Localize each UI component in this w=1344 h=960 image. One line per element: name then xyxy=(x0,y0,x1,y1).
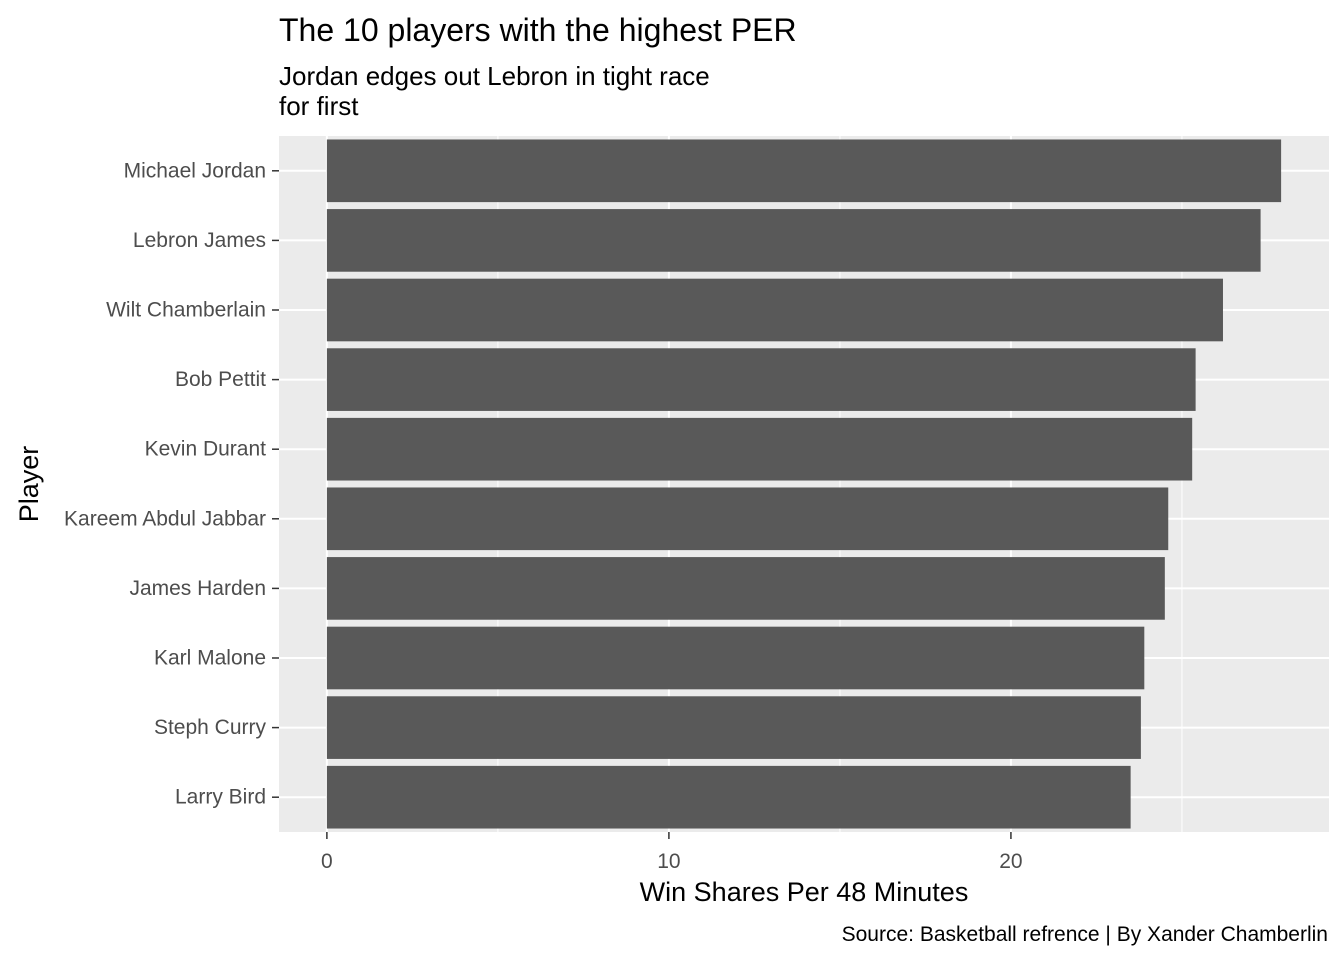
bar-kevin-durant xyxy=(326,417,1193,481)
chart-title: The 10 players with the highest PER xyxy=(279,12,797,48)
bars xyxy=(326,139,1282,829)
bar-karl-malone xyxy=(326,626,1145,690)
y-axis-title: Player xyxy=(14,446,44,523)
y-axis: Michael Jordan Lebron James Wilt Chamberla… xyxy=(64,159,279,809)
y-tick-label: Michael Jordan xyxy=(124,159,266,182)
chart-subtitle-line-2: for first xyxy=(279,91,359,121)
x-tick-label: 10 xyxy=(657,850,680,873)
y-tick-label: Wilt Chamberlain xyxy=(106,299,266,322)
bar-michael-jordan xyxy=(326,139,1282,203)
y-tick-label: Larry Bird xyxy=(175,786,266,809)
chart-caption: Source: Basketball refrence | By Xander … xyxy=(842,923,1328,946)
chart-subtitle-line-1: Jordan edges out Lebron in tight race xyxy=(279,61,710,91)
bar-kareem-abdul-jabbar xyxy=(326,487,1169,551)
y-tick-label: Bob Pettit xyxy=(175,368,266,391)
bar-james-harden xyxy=(326,557,1165,620)
y-tick-label: Lebron James xyxy=(133,229,266,252)
x-tick-label: 20 xyxy=(999,850,1022,873)
bar-wilt-chamberlain xyxy=(326,278,1223,342)
y-tick-label: James Harden xyxy=(129,577,266,600)
y-tick-label: Karl Malone xyxy=(154,647,266,670)
x-axis-title: Win Shares Per 48 Minutes xyxy=(640,877,969,907)
x-tick-label: 0 xyxy=(321,850,333,873)
y-tick-label: Steph Curry xyxy=(154,716,267,739)
bar-larry-bird xyxy=(326,765,1131,829)
bar-bob-pettit xyxy=(326,348,1196,411)
y-tick-label: Kareem Abdul Jabbar xyxy=(64,507,266,530)
x-axis: 0 10 20 xyxy=(321,832,1023,873)
bar-lebron-james xyxy=(326,209,1261,272)
bar-steph-curry xyxy=(326,696,1141,759)
y-tick-label: Kevin Durant xyxy=(145,438,267,461)
